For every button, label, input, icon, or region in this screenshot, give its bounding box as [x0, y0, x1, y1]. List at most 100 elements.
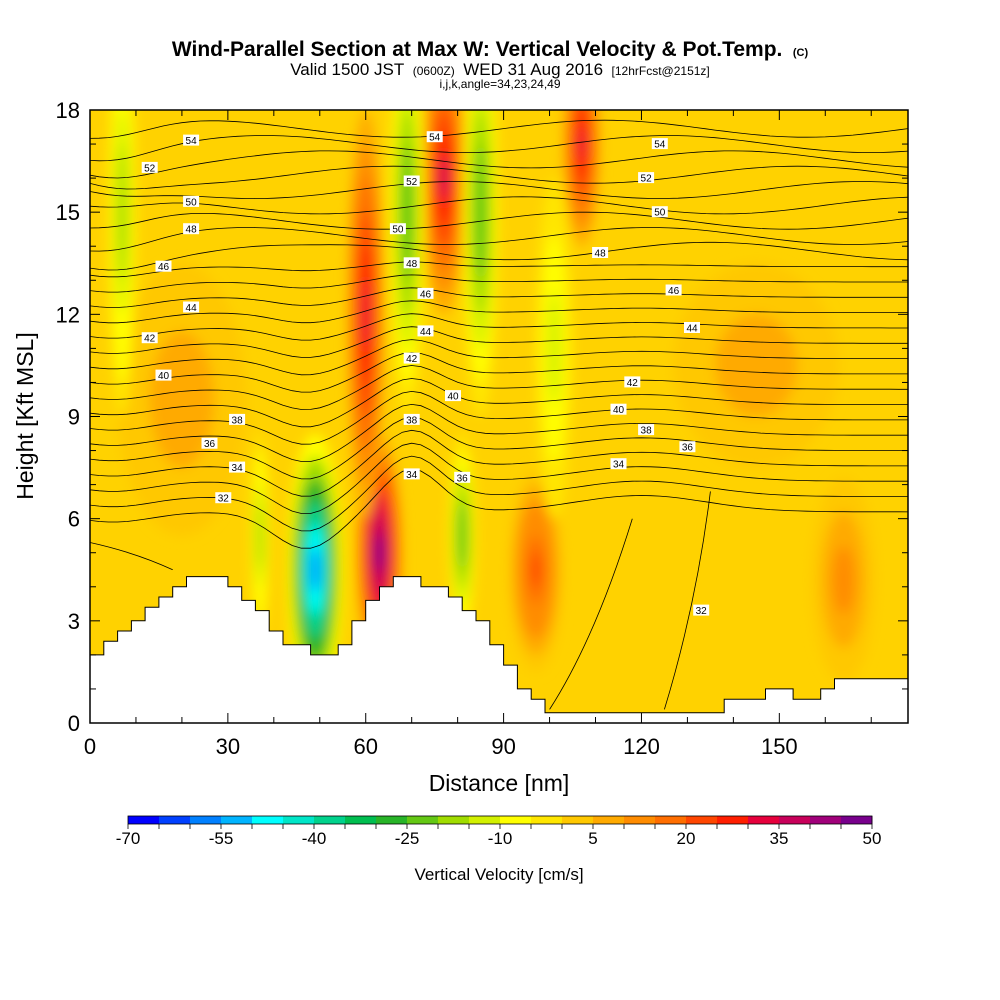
isentrope-line	[90, 313, 908, 341]
x-tick-label: 30	[216, 734, 240, 759]
velocity-cell	[404, 178, 411, 247]
velocity-cell	[459, 518, 465, 553]
isentrope-line	[90, 181, 908, 200]
velocity-cell	[310, 547, 320, 593]
isentrope-line	[90, 542, 173, 571]
isentrope-label-text: 40	[158, 371, 170, 382]
isentrope-label: 54	[426, 131, 443, 144]
isentrope-label-text: 40	[447, 392, 459, 403]
colorbar-tick-label: 35	[770, 829, 789, 848]
velocity-cell	[375, 532, 384, 573]
isentrope-label-text: 42	[144, 334, 156, 345]
isentrope-label-text: 52	[406, 177, 418, 188]
isentrope-label-text: 54	[429, 133, 441, 144]
valid-time-utc: (0600Z)	[413, 64, 455, 78]
isentrope-label-text: 34	[232, 463, 244, 474]
isentrope-label: 52	[638, 172, 655, 185]
isentrope-label-text: 52	[641, 174, 653, 185]
isentrope-label-text: 40	[613, 405, 625, 416]
isentrope-label-text: 48	[595, 249, 607, 260]
isentrope-label: 40	[610, 403, 627, 416]
isentrope-line	[90, 227, 908, 252]
colorbar-swatch	[779, 816, 811, 824]
isentrope-label: 40	[155, 369, 172, 382]
colorbar-swatch	[500, 816, 532, 824]
isentrope-lines	[90, 119, 908, 710]
colorbar-swatch	[221, 816, 253, 824]
colorbar-tick-label: -70	[116, 829, 141, 848]
colorbar-label: Vertical Velocity [cm/s]	[414, 865, 583, 884]
isentrope-label-text: 38	[232, 415, 244, 426]
isentrope-label: 34	[229, 461, 246, 474]
colorbar-swatch	[438, 816, 470, 824]
velocity-cell	[119, 178, 125, 247]
isentrope-label: 40	[445, 390, 461, 403]
isentrope-label-text: 46	[420, 289, 432, 300]
plot-area: 54 54 54 52 52 52 50 50 50 48 48 48 46 46 46 44 44 44 42 42…	[90, 110, 908, 723]
colorbar-swatch	[345, 816, 377, 824]
colorbar-tick-label: 5	[588, 829, 597, 848]
isentrope-label-text: 32	[218, 494, 230, 505]
colorbar-swatch	[469, 816, 501, 824]
isentrope-label-text: 52	[144, 163, 156, 174]
isentrope-label-text: 44	[420, 327, 432, 338]
isentrope-label-text: 36	[204, 439, 216, 450]
isentrope-label: 32	[693, 604, 710, 617]
isentrope-label: 44	[417, 325, 434, 338]
chart-subtitle: Valid 1500 JST (0600Z) WED 31 Aug 2016 […	[290, 60, 710, 79]
chart-title-main: Wind-Parallel Section at Max W: Vertical…	[172, 38, 783, 61]
isentrope-label: 38	[638, 424, 655, 437]
isentrope-label-text: 54	[654, 140, 666, 151]
y-tick-label: 9	[68, 405, 80, 430]
colorbar-swatch	[841, 816, 873, 824]
colorbar-tick-label: 50	[863, 829, 882, 848]
colorbar-swatch	[748, 816, 780, 824]
velocity-cell	[362, 280, 369, 349]
isentrope-label-text: 54	[186, 136, 198, 147]
isentrope-line	[90, 150, 908, 179]
isentrope-label: 46	[665, 284, 682, 297]
isentrope-line	[90, 378, 908, 428]
velocity-cell	[171, 376, 193, 423]
velocity-cell	[838, 563, 850, 597]
colorbar-swatch	[531, 816, 563, 824]
y-axis-label: Height [Kft MSL]	[12, 332, 38, 499]
colorbar-swatch	[159, 816, 191, 824]
isentrope-line	[90, 429, 908, 497]
isentrope-label: 50	[389, 223, 406, 236]
isentrope-line	[90, 165, 908, 190]
isentrope-label: 44	[183, 301, 200, 314]
terrain	[90, 576, 908, 723]
isentrope-line	[90, 211, 908, 230]
isentrope-line	[90, 468, 908, 549]
x-axis-label: Distance [nm]	[429, 770, 570, 796]
chart-title: Wind-Parallel Section at Max W: Vertical…	[172, 38, 809, 61]
isentrope-label: 52	[141, 161, 158, 174]
y-tick-label: 12	[56, 302, 80, 327]
colorbar-swatch	[655, 816, 687, 824]
isentrope-label: 54	[651, 138, 668, 151]
isentrope-label: 54	[183, 134, 200, 147]
isentrope-label: 48	[592, 247, 609, 260]
colorbar: -70 -55 -40 -25 -10 5 20 35 50	[116, 815, 882, 848]
isentrope-line	[90, 352, 908, 393]
colorbar-swatch	[624, 816, 656, 824]
isentrope-label: 38	[403, 413, 420, 426]
colorbar-swatch	[562, 816, 594, 824]
isentrope-line	[664, 491, 711, 710]
grid-index-info: i,j,k,angle=34,23,24,49	[439, 77, 560, 91]
x-tick-label: 120	[623, 734, 660, 759]
x-tick-label: 90	[491, 734, 515, 759]
colorbar-swatch	[314, 816, 346, 824]
isentrope-line	[90, 300, 908, 324]
colorbar-swatch	[810, 816, 842, 824]
colorbar-swatch	[407, 816, 439, 824]
velocity-cell	[742, 348, 771, 383]
isentrope-line	[90, 416, 908, 480]
y-tick-label: 3	[68, 609, 80, 634]
isentrope-line	[90, 403, 908, 462]
isentrope-label-text: 38	[406, 415, 418, 426]
x-tick-label: 0	[84, 734, 96, 759]
